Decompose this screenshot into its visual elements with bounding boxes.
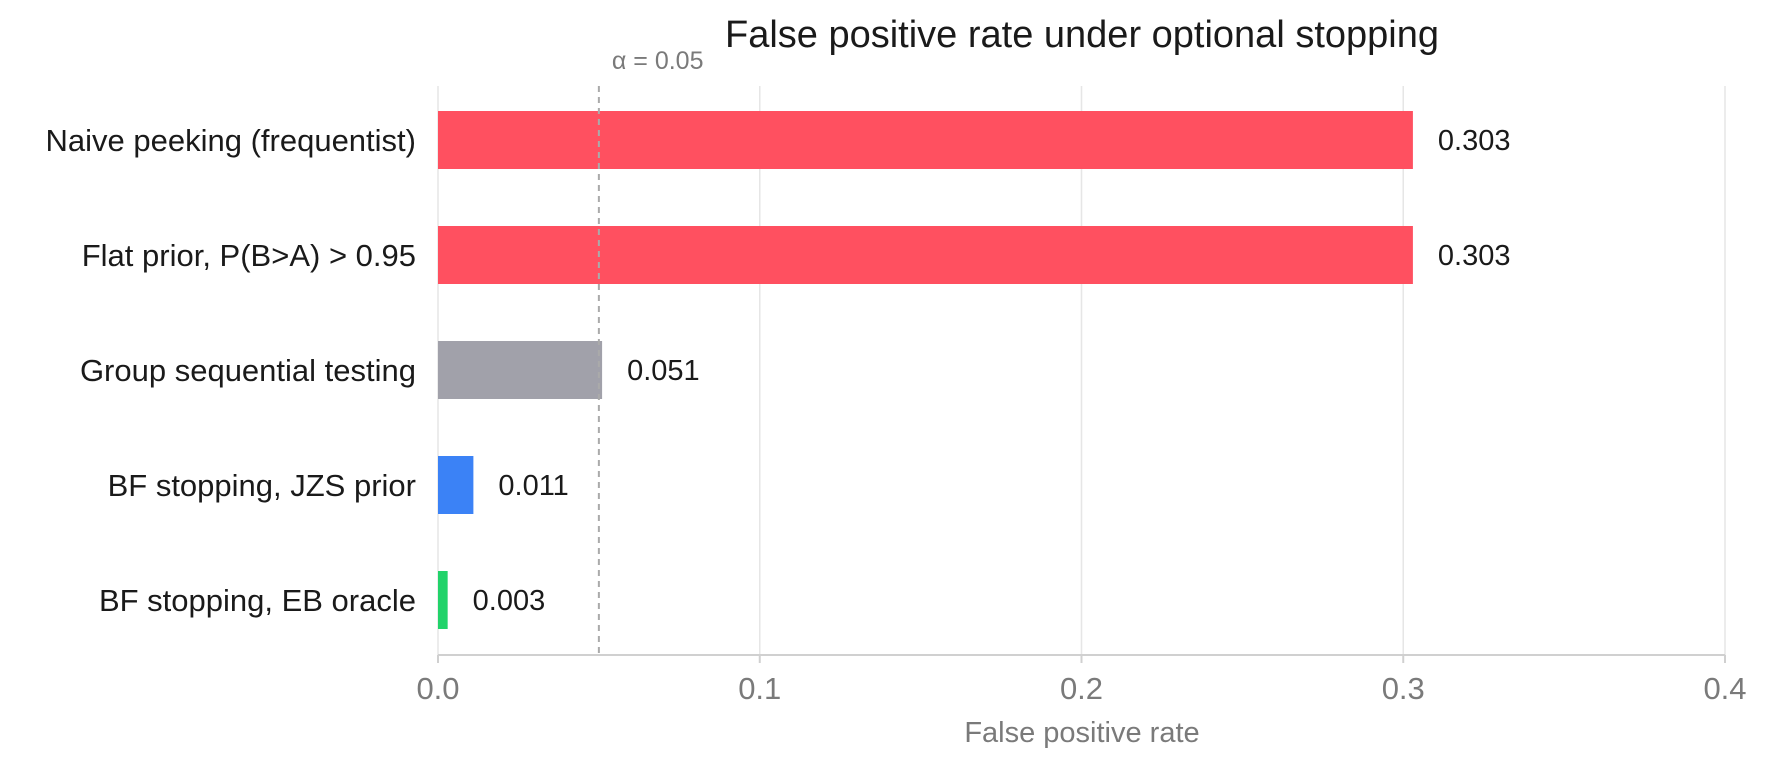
value-label: 0.003	[473, 585, 546, 617]
x-axis-label: False positive rate	[964, 717, 1199, 749]
value-label: 0.303	[1438, 125, 1511, 157]
category-label: BF stopping, EB oracle	[99, 583, 416, 618]
text-layer: 0.0 0.1 0.2 0.3 0.4 Naive peeking (frequentis…	[46, 47, 1747, 706]
reference-line-label: α = 0.05	[612, 47, 704, 75]
bar	[438, 456, 474, 514]
category-label: Group sequential testing	[80, 353, 416, 388]
x-tick-label: 0.2	[1060, 671, 1103, 706]
category-label: Flat prior, P(B>A) > 0.95	[82, 238, 416, 273]
bar	[438, 111, 1413, 169]
bar	[438, 341, 603, 399]
value-label: 0.011	[498, 470, 568, 502]
x-tick-label: 0.4	[1703, 671, 1746, 706]
category-label: BF stopping, JZS prior	[108, 468, 416, 503]
bar	[438, 571, 448, 629]
axis-layer	[437, 654, 1726, 663]
category-label: Naive peeking (frequentist)	[46, 123, 416, 158]
bar	[438, 226, 1413, 284]
value-label: 0.051	[627, 355, 700, 387]
x-tick-label: 0.1	[738, 671, 781, 706]
value-label: 0.303	[1438, 240, 1511, 272]
x-tick-label: 0.3	[1382, 671, 1425, 706]
bar-layer	[438, 111, 1413, 629]
x-tick-label: 0.0	[416, 671, 459, 706]
chart-title: False positive rate under optional stopp…	[725, 14, 1439, 56]
